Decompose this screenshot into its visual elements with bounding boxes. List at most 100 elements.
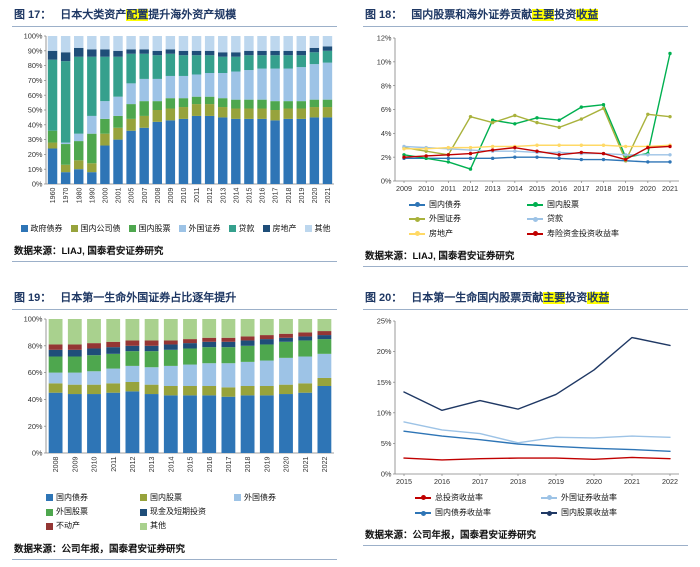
legend-line-marker-icon xyxy=(409,216,425,222)
figure-18-chart-area: 0% 2% 4% 6% 8% 10% 12% 2009 2010 2011 2012 2013 2014… xyxy=(363,27,688,198)
svg-text:2009: 2009 xyxy=(71,456,79,472)
legend-item: 外国证券 xyxy=(178,223,221,235)
legend-item: 贷款 xyxy=(527,213,697,225)
legend-swatch-icon xyxy=(140,494,147,502)
figure-panel-20: 图 20： 日本第一生命国内股票贡献主要投资收益 0% 5% 10% 15% 20% 25%… xyxy=(363,291,688,560)
svg-text:2015: 2015 xyxy=(396,477,412,486)
legend-swatch-icon xyxy=(262,225,270,233)
svg-text:2016: 2016 xyxy=(259,187,267,203)
legend-label: 现金及短期投资 xyxy=(150,507,206,517)
svg-text:2007: 2007 xyxy=(141,187,149,203)
svg-text:90%: 90% xyxy=(28,46,43,55)
svg-text:2016: 2016 xyxy=(434,477,450,486)
svg-text:15%: 15% xyxy=(377,377,392,386)
figure-number: 图 17： xyxy=(14,9,52,21)
svg-text:2012: 2012 xyxy=(129,456,137,472)
figure-18-legend: 国内债券 国内股票 外国证券 贷款 房地产 寿险资金投资收益率 xyxy=(407,198,688,243)
svg-text:1990: 1990 xyxy=(88,187,96,203)
legend-line-marker-icon xyxy=(527,216,543,222)
figure-number: 图 18： xyxy=(365,9,403,21)
svg-text:2010: 2010 xyxy=(180,187,188,203)
chart-canvas: 0% 10% 20% 30% 40% 50% 60% 70% 80% 90% 100% 1960 197… xyxy=(24,31,334,203)
svg-text:2019: 2019 xyxy=(618,184,634,193)
title-text: 国内股票和海外证券贡献 xyxy=(411,9,533,21)
title-text: 日本第一生命国内股票贡献 xyxy=(411,291,544,304)
figure-20-line-chart: 0% 5% 10% 15% 20% 25% 2015 2016 2017 2018 2019 2020… xyxy=(377,316,679,486)
figure-20-title: 图 20： 日本第一生命国内股票贡献主要投资收益 xyxy=(363,291,688,310)
legend-item: 外国股票 xyxy=(46,506,140,518)
figure-panel-17: 图 17： 日本大类资产配置提升海外资产规模 0% 10% 20% 30% 40% 50% 6… xyxy=(12,8,337,267)
legend-label: 房地产 xyxy=(272,223,297,233)
svg-text:20%: 20% xyxy=(28,150,43,159)
legend-label: 总投资收益率 xyxy=(435,492,483,502)
svg-text:50%: 50% xyxy=(28,105,43,114)
figure-17-legend: 政府债券 国内公司债 国内股票 外国证券 贷款 房地产 其他 xyxy=(12,222,337,238)
legend-swatch-icon xyxy=(46,494,53,502)
title-text: 日本大类资产 xyxy=(60,9,127,21)
legend-label: 国内公司债 xyxy=(80,223,121,233)
legend-item: 其他 xyxy=(304,223,331,235)
svg-text:2009: 2009 xyxy=(167,187,175,203)
title-text: 投资 xyxy=(565,291,588,304)
legend-line-marker-icon xyxy=(527,231,543,237)
legend-item: 现金及短期投资 xyxy=(140,506,268,518)
svg-text:10%: 10% xyxy=(28,165,43,174)
legend-swatch-icon xyxy=(140,523,147,531)
legend-item: 外国债券 xyxy=(234,492,328,504)
legend-label: 国内股票 xyxy=(547,199,579,209)
legend-item: 国内股票 xyxy=(128,223,171,235)
legend-line-marker-icon xyxy=(415,495,431,501)
svg-text:2021: 2021 xyxy=(324,187,332,203)
legend-label: 国内股票收益率 xyxy=(561,508,617,518)
figure-19-stacked-bar-chart: 0% 20% 40% 60% 80% 100% 2008 2009 2010 2011 2012 20… xyxy=(24,314,334,472)
svg-text:2010: 2010 xyxy=(91,456,99,472)
legend-item: 国内债券 xyxy=(46,492,140,504)
legend-label: 外国证券 xyxy=(188,223,221,233)
svg-text:20%: 20% xyxy=(377,347,392,356)
svg-text:2017: 2017 xyxy=(472,477,488,486)
svg-text:2008: 2008 xyxy=(154,187,162,203)
legend-swatch-icon xyxy=(140,508,147,516)
legend-label: 国内债券 xyxy=(56,492,88,502)
svg-text:40%: 40% xyxy=(28,120,43,129)
figure-number: 图 19： xyxy=(14,291,52,304)
legend-line-marker-icon xyxy=(415,510,431,516)
legend-label: 贷款 xyxy=(238,223,255,233)
legend-item: 总投资收益率 xyxy=(415,492,541,504)
legend-line-marker-icon xyxy=(409,231,425,237)
svg-text:2000: 2000 xyxy=(102,187,110,203)
svg-text:6%: 6% xyxy=(381,105,392,114)
legend-item: 不动产 xyxy=(46,520,140,532)
title-highlight: 收益 xyxy=(576,9,599,21)
legend-label: 外国证券 xyxy=(429,214,461,224)
svg-text:2021: 2021 xyxy=(662,184,678,193)
svg-text:2017: 2017 xyxy=(573,184,589,193)
source-text: 数据来源：公司年报，国泰君安证券研究 xyxy=(14,543,186,555)
figure-panel-19: 图 19： 日本第一生命外国证券占比逐年提升 0% 20% 40% 60% 80% 100%… xyxy=(12,291,337,560)
svg-text:60%: 60% xyxy=(28,368,43,377)
svg-text:2013: 2013 xyxy=(485,184,501,193)
svg-text:5%: 5% xyxy=(381,439,392,448)
legend-line-marker-icon xyxy=(409,202,425,208)
svg-text:4%: 4% xyxy=(381,129,392,138)
chart-canvas: 0% 5% 10% 15% 20% 25% 2015 2016 2017 2018 2019 2020… xyxy=(377,316,679,486)
svg-text:2005: 2005 xyxy=(128,187,136,203)
svg-text:2008: 2008 xyxy=(52,456,60,472)
legend-item: 国内股票 xyxy=(140,492,234,504)
title-highlight: 配置 xyxy=(126,9,149,21)
svg-text:2011: 2011 xyxy=(441,184,456,193)
figure-19-source: 数据来源：公司年报，国泰君安证券研究 xyxy=(12,538,337,560)
svg-text:100%: 100% xyxy=(24,31,43,40)
legend-swatch-icon xyxy=(228,225,236,233)
svg-text:1980: 1980 xyxy=(75,187,83,203)
legend-swatch-icon xyxy=(234,494,241,502)
legend-label: 外国债券 xyxy=(244,492,276,502)
legend-swatch-icon xyxy=(70,225,78,233)
svg-text:0%: 0% xyxy=(381,176,392,185)
svg-text:2014: 2014 xyxy=(232,187,240,203)
figure-19-chart-area: 0% 20% 40% 60% 80% 100% 2008 2009 2010 2011 2012 20… xyxy=(12,310,337,491)
title-highlight: 收益 xyxy=(587,291,610,304)
legend-label: 其他 xyxy=(314,223,331,233)
legend-label: 国内债券 xyxy=(429,199,461,209)
svg-text:2016: 2016 xyxy=(206,456,214,472)
